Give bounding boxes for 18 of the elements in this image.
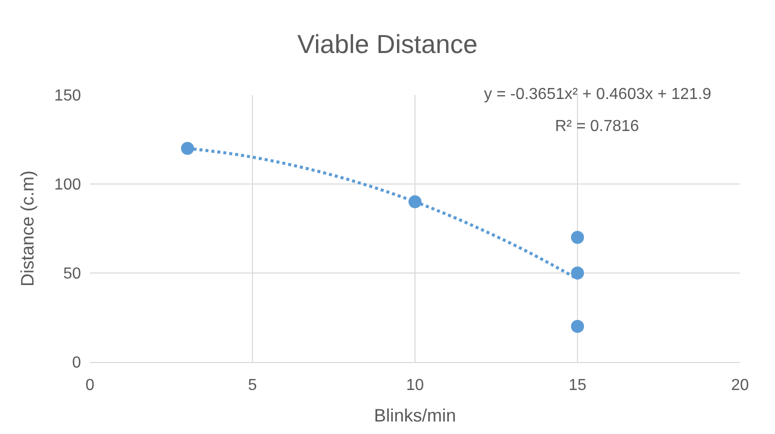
x-tick-label: 15	[568, 377, 586, 394]
y-tick-label: 50	[63, 266, 82, 283]
point	[571, 230, 584, 244]
point	[181, 142, 194, 155]
y-axis-title: Distance (c.m)	[17, 170, 38, 287]
y-tick-label: 0	[72, 354, 82, 372]
x-axis-title: Blinks/min	[374, 405, 456, 426]
annotation: R² = 0.7816	[555, 118, 640, 135]
x-tick-label: 0	[86, 377, 95, 394]
x-tick-label: 20	[731, 377, 749, 394]
chart-title: Viable Distance	[297, 28, 478, 59]
x-tick-label: 10	[406, 377, 424, 394]
y-tick-label: 100	[54, 176, 82, 194]
x-tick-label: 5	[248, 377, 258, 394]
annotation: y = -0.3651x² + 0.4603x + 121.9	[484, 86, 712, 103]
point	[571, 320, 584, 333]
y-tick-label: 150	[54, 88, 82, 105]
point	[571, 266, 584, 280]
